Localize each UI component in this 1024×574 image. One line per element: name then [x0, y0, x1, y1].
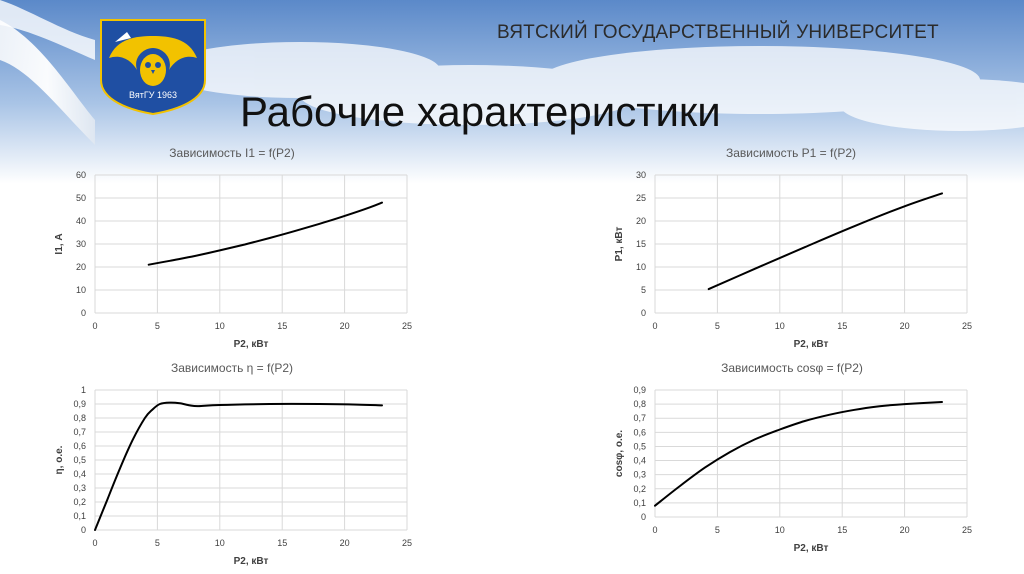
y-tick-label: 0,4: [633, 456, 646, 466]
x-tick-label: 20: [900, 525, 910, 535]
chart-efficiency: 00,10,20,30,40,50,60,70,80,910 5 10 15 20 25З…: [54, 361, 412, 567]
y-tick-label: 5: [641, 285, 646, 295]
y-tick-label: 25: [636, 193, 646, 203]
x-tick-label: 0: [92, 321, 97, 331]
x-tick-label: 10: [775, 525, 785, 535]
chart-title: Зависимость I1 = f(P2): [169, 146, 294, 160]
y-tick-label: 0,6: [73, 441, 86, 451]
x-tick-label: 10: [215, 538, 225, 548]
y-tick-label: 20: [76, 262, 86, 272]
y-tick-label: 0,7: [633, 413, 646, 423]
y-tick-label: 0,9: [73, 399, 86, 409]
y-axis-label: η, о.е.: [54, 445, 65, 474]
university-emblem: ВятГУ 1963: [100, 19, 206, 116]
y-axis-label: P1, кВт: [614, 227, 625, 262]
y-tick-label: 0: [81, 525, 86, 535]
x-tick-label: 15: [277, 321, 287, 331]
x-tick-label: 15: [277, 538, 287, 548]
x-axis-label: P2, кВт: [234, 339, 269, 350]
y-tick-label: 1: [81, 385, 86, 395]
y-axis-label: cosφ, о.е.: [614, 430, 625, 477]
series-line-0: [654, 401, 943, 507]
y-axis-label: I1, А: [54, 233, 65, 254]
x-tick-label: 5: [155, 538, 160, 548]
y-tick-label: 0,3: [73, 483, 86, 493]
chart-title: Зависимость η = f(P2): [171, 361, 293, 375]
owl-icon: [109, 32, 197, 86]
x-axis-label: P2, кВт: [794, 339, 829, 350]
y-tick-label: 0,4: [73, 469, 86, 479]
x-tick-label: 10: [215, 321, 225, 331]
ribbon-fold: [0, 0, 95, 60]
x-axis-label: P2, кВт: [234, 556, 269, 567]
x-tick-label: 0: [652, 321, 657, 331]
series-line-0: [147, 201, 383, 266]
y-tick-label: 0,5: [633, 441, 646, 451]
y-tick-label: 40: [76, 216, 86, 226]
y-tick-label: 0,3: [633, 470, 646, 480]
slide-title: Рабочие характеристики: [240, 88, 721, 135]
y-tick-label: 0,1: [73, 511, 86, 521]
y-tick-label: 0: [641, 512, 646, 522]
y-tick-label: 0,8: [633, 399, 646, 409]
y-tick-label: 50: [76, 193, 86, 203]
y-tick-label: 0,7: [73, 427, 86, 437]
x-tick-label: 0: [652, 525, 657, 535]
x-tick-label: 5: [155, 321, 160, 331]
y-tick-label: 0,1: [633, 498, 646, 508]
y-tick-label: 0,9: [633, 385, 646, 395]
chart-title: Зависимость cosφ = f(P2): [721, 361, 863, 375]
chart-power-factor: 0 0,1 0,2 0,3 0,4 0,5 0,6 0,7 0,8 0,9 0 5 10 15 20 25 За…: [614, 361, 972, 554]
x-tick-label: 0: [92, 538, 97, 548]
x-tick-label: 20: [340, 538, 350, 548]
ribbon: [0, 20, 95, 145]
chart-title: Зависимость P1 = f(P2): [726, 146, 856, 160]
y-tick-label: 30: [636, 170, 646, 180]
chart-current: 0 10 20 30 40 50 60 0 5 10 15 20 25 Зависимость I1 = …: [54, 146, 412, 350]
y-tick-label: 30: [76, 239, 86, 249]
y-tick-label: 0,2: [633, 484, 646, 494]
x-tick-label: 25: [962, 525, 972, 535]
y-tick-label: 10: [76, 285, 86, 295]
x-axis-label: P2, кВт: [794, 543, 829, 554]
x-tick-label: 25: [402, 538, 412, 548]
x-tick-label: 10: [775, 321, 785, 331]
y-tick-label: 0,2: [73, 497, 86, 507]
x-tick-label: 25: [962, 321, 972, 331]
y-tick-label: 10: [636, 262, 646, 272]
x-tick-label: 5: [715, 321, 720, 331]
y-tick-label: 15: [636, 239, 646, 249]
clouds: [160, 42, 1024, 131]
series-line-0: [94, 401, 383, 531]
x-tick-label: 20: [340, 321, 350, 331]
x-tick-label: 25: [402, 321, 412, 331]
y-tick-label: 0,6: [633, 427, 646, 437]
y-tick-label: 20: [636, 216, 646, 226]
y-tick-label: 0: [641, 308, 646, 318]
university-name: ВЯТСКИЙ ГОСУДАРСТВЕННЫЙ УНИВЕРСИТЕТ: [497, 22, 939, 43]
y-tick-label: 0,8: [73, 413, 86, 423]
x-tick-label: 15: [837, 321, 847, 331]
series-line-0: [707, 192, 943, 291]
emblem-caption: ВятГУ 1963: [129, 90, 177, 100]
y-tick-label: 0,5: [73, 455, 86, 465]
y-tick-label: 0: [81, 308, 86, 318]
x-tick-label: 5: [715, 525, 720, 535]
x-tick-label: 20: [900, 321, 910, 331]
chart-input-power: 0 5 10 15 20 25 30 0 5 10 15 20 25 Зависимость P1 = f…: [614, 146, 972, 350]
x-tick-label: 15: [837, 525, 847, 535]
y-tick-label: 60: [76, 170, 86, 180]
